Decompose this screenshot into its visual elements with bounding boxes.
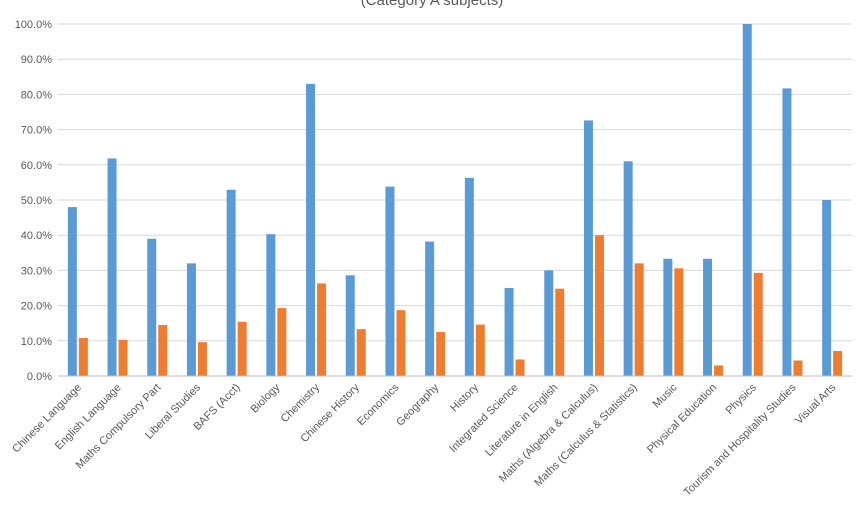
bar-series-2: [396, 310, 406, 376]
x-category-label: Literature in English: [483, 382, 560, 459]
bar-series-2: [833, 351, 843, 376]
x-category-label: Visual Arts: [793, 381, 838, 426]
x-category-label: History: [448, 381, 481, 414]
bar-series-1: [742, 24, 752, 376]
x-category-label: Music: [651, 381, 680, 410]
bar-series-2: [634, 263, 644, 376]
y-tick-label: 30.0%: [21, 265, 52, 277]
bar-series-1: [226, 189, 236, 376]
y-tick-label: 80.0%: [21, 89, 52, 101]
bar-series-1: [504, 288, 514, 376]
bar-series-1: [425, 241, 435, 376]
bar-series-1: [663, 258, 673, 376]
bar-series-1: [623, 161, 633, 376]
x-category-label: Physics: [724, 381, 760, 417]
bar-series-2: [277, 308, 287, 376]
bar-series-1: [266, 234, 276, 376]
bar-series-2: [753, 272, 763, 376]
bar-series-2: [317, 283, 327, 376]
y-tick-label: 70.0%: [21, 125, 52, 137]
bar-series-2: [515, 359, 525, 376]
bar-series-2: [356, 329, 366, 376]
x-category-label: Geography: [394, 381, 441, 428]
bar-series-2: [197, 342, 207, 376]
bar-series-1: [306, 83, 316, 376]
y-tick-label: 20.0%: [21, 301, 52, 313]
bar-series-1: [345, 275, 355, 376]
bar-series-2: [237, 321, 247, 376]
bars: [67, 24, 843, 376]
bar-series-1: [782, 88, 792, 376]
bar-series-1: [107, 158, 117, 376]
bar-series-1: [583, 120, 593, 376]
y-tick-label: 100.0%: [15, 19, 53, 31]
bar-series-2: [714, 365, 724, 376]
bar-series-2: [555, 288, 565, 376]
x-category-label: Chinese Language: [10, 382, 84, 456]
y-tick-label: 40.0%: [21, 230, 52, 242]
bar-series-1: [67, 207, 77, 376]
x-category-label: Integrated Science: [447, 382, 520, 455]
bar-series-1: [703, 258, 713, 376]
bar-series-1: [385, 186, 395, 376]
bar-series-2: [793, 360, 803, 376]
bar-series-2: [158, 324, 168, 376]
bar-series-1: [544, 270, 554, 376]
bar-series-2: [78, 337, 88, 376]
x-category-label: Physical Education: [645, 382, 719, 456]
bar-series-2: [475, 324, 485, 376]
bar-series-1: [464, 177, 474, 376]
bar-series-2: [594, 235, 604, 376]
bar-series-2: [674, 268, 684, 376]
bar-series-1: [147, 238, 157, 376]
y-tick-label: 50.0%: [21, 195, 52, 207]
bar-series-2: [118, 339, 128, 376]
bar-series-2: [436, 332, 446, 376]
gridlines: [58, 23, 852, 342]
y-tick-label: 90.0%: [21, 54, 52, 66]
y-tick-label: 60.0%: [21, 160, 52, 172]
y-tick-label: 10.0%: [21, 336, 52, 348]
bar-series-1: [186, 263, 196, 376]
bar-series-1: [822, 200, 832, 376]
x-category-label: Biology: [248, 381, 282, 415]
y-tick-label: 0.0%: [27, 371, 52, 383]
chart-subtitle: (Category A subjects): [361, 0, 504, 9]
